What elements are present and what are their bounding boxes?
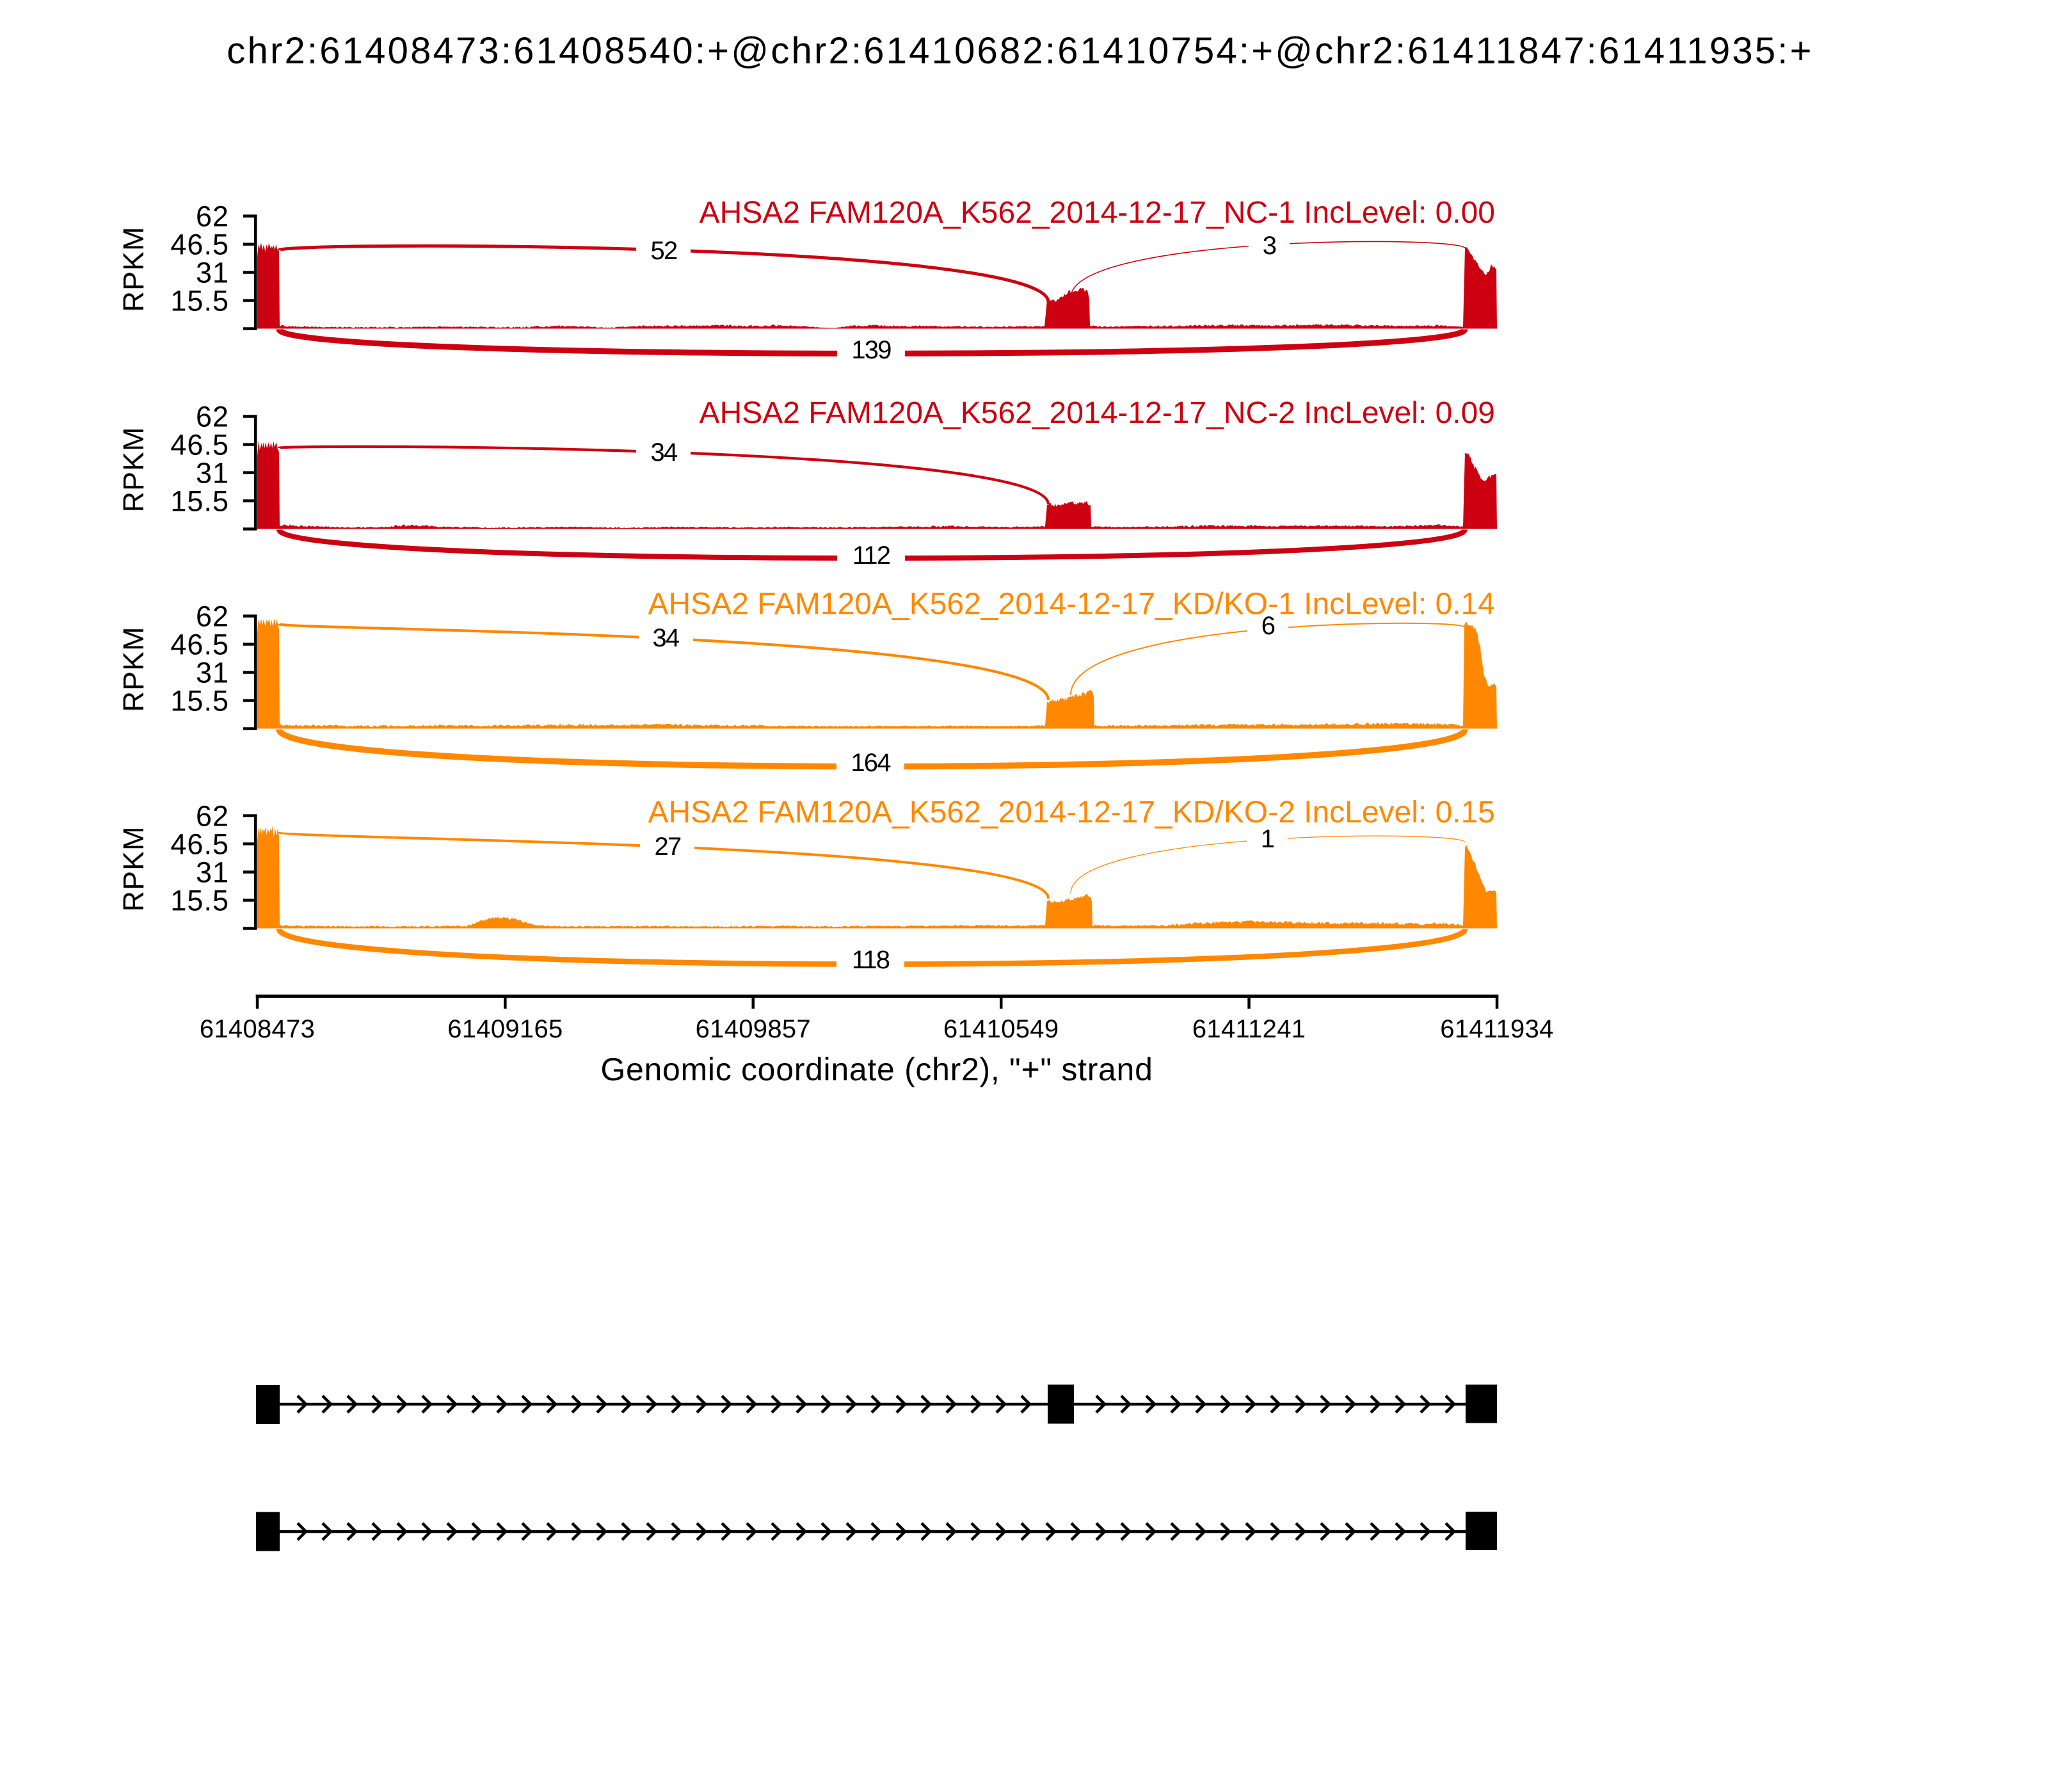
svg-text:15.5: 15.5 (170, 685, 229, 717)
svg-text:62: 62 (196, 600, 229, 633)
svg-text:1: 1 (1261, 825, 1274, 853)
svg-text:46.5: 46.5 (170, 828, 229, 861)
svg-text:15.5: 15.5 (170, 285, 229, 317)
svg-text:164: 164 (851, 749, 891, 777)
svg-text:62: 62 (196, 800, 229, 833)
svg-text:61411934: 61411934 (1440, 1015, 1553, 1043)
svg-text:31: 31 (196, 457, 229, 490)
svg-text:46.5: 46.5 (170, 228, 229, 261)
svg-text:Genomic coordinate (chr2), "+": Genomic coordinate (chr2), "+" strand (600, 1052, 1153, 1087)
svg-text:61409165: 61409165 (447, 1015, 563, 1043)
svg-text:3: 3 (1263, 232, 1276, 260)
svg-text:34: 34 (651, 438, 678, 467)
svg-text:AHSA2 FAM120A_K562_2014-12-17_: AHSA2 FAM120A_K562_2014-12-17_NC-2 IncLe… (700, 396, 1495, 430)
svg-text:AHSA2 FAM120A_K562_2014-12-17_: AHSA2 FAM120A_K562_2014-12-17_NC-1 IncLe… (700, 196, 1495, 230)
svg-text:15.5: 15.5 (170, 884, 229, 917)
svg-text:RPKM: RPKM (117, 826, 150, 911)
svg-text:118: 118 (852, 946, 890, 974)
svg-text:chr2:61408473:61408540:+@chr2:: chr2:61408473:61408540:+@chr2:61410682:6… (227, 30, 1813, 72)
svg-text:61409857: 61409857 (696, 1015, 811, 1043)
svg-text:RPKM: RPKM (117, 626, 150, 712)
svg-text:15.5: 15.5 (170, 485, 229, 518)
svg-text:61408473: 61408473 (200, 1015, 315, 1043)
svg-text:RPKM: RPKM (117, 226, 150, 312)
svg-text:61411241: 61411241 (1192, 1015, 1306, 1043)
svg-text:6: 6 (1261, 612, 1275, 640)
svg-text:46.5: 46.5 (170, 628, 229, 661)
svg-text:112: 112 (852, 541, 890, 570)
svg-text:46.5: 46.5 (170, 429, 229, 461)
svg-text:RPKM: RPKM (117, 426, 150, 512)
svg-text:31: 31 (196, 657, 229, 689)
svg-text:AHSA2 FAM120A_K562_2014-12-17_: AHSA2 FAM120A_K562_2014-12-17_KD/KO-1 In… (648, 588, 1496, 621)
svg-text:31: 31 (196, 257, 229, 289)
svg-text:62: 62 (196, 200, 229, 233)
svg-text:61410549: 61410549 (943, 1015, 1059, 1043)
svg-text:31: 31 (196, 856, 229, 889)
svg-text:34: 34 (653, 624, 680, 652)
svg-text:52: 52 (651, 237, 677, 265)
svg-text:AHSA2 FAM120A_K562_2014-12-17_: AHSA2 FAM120A_K562_2014-12-17_KD/KO-2 In… (648, 796, 1496, 829)
svg-text:27: 27 (655, 833, 681, 861)
svg-text:62: 62 (196, 401, 229, 433)
svg-text:139: 139 (851, 336, 891, 364)
